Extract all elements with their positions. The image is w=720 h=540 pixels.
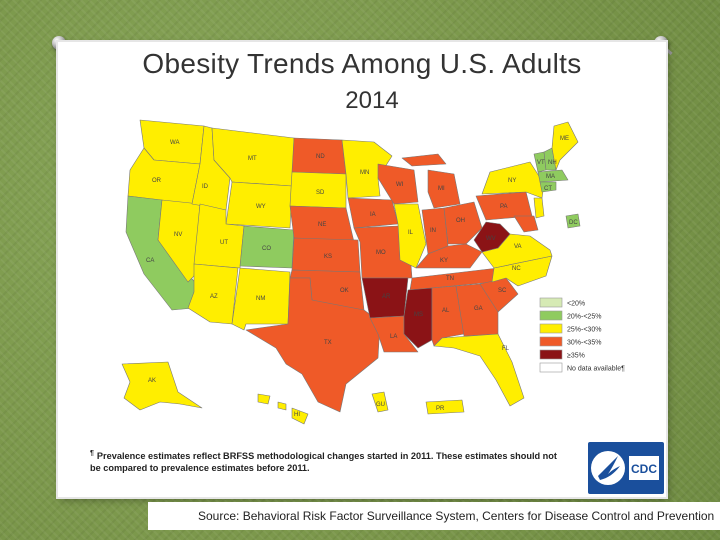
- legend-swatch: [539, 310, 563, 321]
- label-vt: VT: [537, 160, 545, 166]
- label-ga: GA: [474, 306, 483, 312]
- label-ny: NY: [508, 178, 516, 184]
- label-ma: MA: [546, 174, 555, 180]
- label-fl: FL: [502, 346, 510, 352]
- legend-label: 25%-<30%: [567, 327, 601, 334]
- label-in: IN: [430, 228, 436, 234]
- legend-label: ≥35%: [567, 353, 585, 360]
- label-al: AL: [442, 308, 450, 314]
- label-mt: MT: [248, 156, 257, 162]
- label-sd: SD: [316, 190, 325, 196]
- state-de-md: [513, 215, 539, 233]
- territory-gu: [371, 391, 389, 413]
- legend-swatch: [539, 336, 563, 347]
- state-mi: [401, 153, 461, 209]
- legend-label: 20%-<25%: [567, 314, 601, 321]
- legend-swatch: [539, 323, 563, 334]
- label-oh: OH: [456, 218, 465, 224]
- state-ct: [539, 181, 557, 193]
- label-pa: PA: [500, 204, 508, 210]
- label-mo: MO: [376, 250, 386, 256]
- slide-title: Obesity Trends Among U.S. Adults: [142, 48, 582, 79]
- label-tn: TN: [446, 276, 454, 282]
- state-wi: [377, 163, 419, 205]
- label-ms: MS: [414, 312, 423, 318]
- footnote: ¶ Prevalence estimates reflect BRFSS meth…: [90, 448, 570, 474]
- legend-swatch: [539, 297, 563, 308]
- label-co: CO: [262, 246, 271, 252]
- label-nv: NV: [174, 232, 182, 238]
- legend-swatch: [539, 349, 563, 360]
- legend-label: 30%-<35%: [567, 340, 601, 347]
- footnote-mark: ¶: [90, 450, 94, 457]
- label-hi: HI: [294, 412, 300, 418]
- legend: <20% 20%-<25% 25%-<30% 30%-<35% ≥35% No data …: [539, 297, 625, 373]
- state-ga: [455, 283, 499, 337]
- label-ks: KS: [324, 254, 332, 260]
- cdc-logo-text: CDC: [631, 462, 657, 476]
- label-nm: NM: [256, 296, 265, 302]
- label-ar: AR: [382, 294, 391, 300]
- label-wi: WI: [396, 182, 404, 188]
- label-nh: NH: [548, 160, 557, 166]
- label-ia: IA: [370, 212, 376, 218]
- state-fl: [433, 333, 525, 407]
- label-va: VA: [514, 244, 522, 250]
- legend-swatch: [539, 362, 563, 373]
- state-nm: [231, 267, 291, 331]
- state-mn: [341, 139, 393, 199]
- label-ak: AK: [148, 378, 156, 384]
- label-gu: GU: [376, 402, 385, 408]
- label-mi: MI: [438, 186, 445, 192]
- state-ma: [537, 169, 569, 183]
- label-wa: WA: [170, 140, 179, 146]
- label-dc: DC: [569, 220, 578, 226]
- footnote-text: Prevalence estimates reflect BRFSS metho…: [90, 451, 557, 474]
- label-sc: SC: [498, 288, 507, 294]
- territory-pr: [425, 399, 465, 415]
- label-me: ME: [560, 136, 569, 142]
- state-hi: [257, 393, 309, 425]
- label-ky: KY: [440, 258, 448, 264]
- state-tx: [245, 277, 381, 413]
- legend-label: No data available¶: [567, 366, 625, 373]
- label-or: OR: [152, 178, 162, 184]
- label-id: ID: [202, 184, 209, 190]
- source-caption: Source: Behavioral Risk Factor Surveilla…: [148, 502, 720, 530]
- state-wy: [225, 181, 293, 229]
- label-ne: NE: [318, 222, 326, 228]
- label-ct: CT: [544, 186, 552, 192]
- label-nc: NC: [512, 266, 521, 272]
- state-nj: [533, 197, 545, 219]
- legend-label: <20%: [567, 301, 585, 308]
- slide-subtitle: 2014: [345, 87, 399, 114]
- label-nd: ND: [316, 154, 325, 160]
- hhs-cdc-logo: CDC: [588, 442, 664, 494]
- label-la: LA: [390, 334, 397, 340]
- hhs-eagle-icon: CDC: [591, 451, 659, 485]
- label-pr: PR: [436, 406, 445, 412]
- label-mn: MN: [360, 170, 369, 176]
- label-ok: OK: [340, 288, 349, 294]
- label-wv: WV: [486, 236, 496, 242]
- us-obesity-map: WA OR CA NV ID MT WY UT CO AZ NM ND SD N…: [82, 112, 642, 442]
- label-tx: TX: [324, 340, 332, 346]
- state-wv: [473, 221, 511, 253]
- state-az: [187, 263, 239, 325]
- label-ut: UT: [220, 240, 228, 246]
- state-ky: [415, 243, 483, 269]
- label-ca: CA: [146, 258, 154, 264]
- state-ak: [121, 361, 203, 411]
- label-il: IL: [408, 230, 414, 236]
- state-labels: WA OR CA NV ID MT WY UT CO AZ NM ND SD N…: [146, 136, 578, 418]
- label-wy: WY: [256, 204, 266, 210]
- territory-dc-box: [565, 213, 581, 229]
- map-svg: WA OR CA NV ID MT WY UT CO AZ NM ND SD N…: [121, 119, 625, 425]
- label-az: AZ: [210, 294, 218, 300]
- state-me: [551, 121, 579, 171]
- state-oh: [443, 201, 483, 245]
